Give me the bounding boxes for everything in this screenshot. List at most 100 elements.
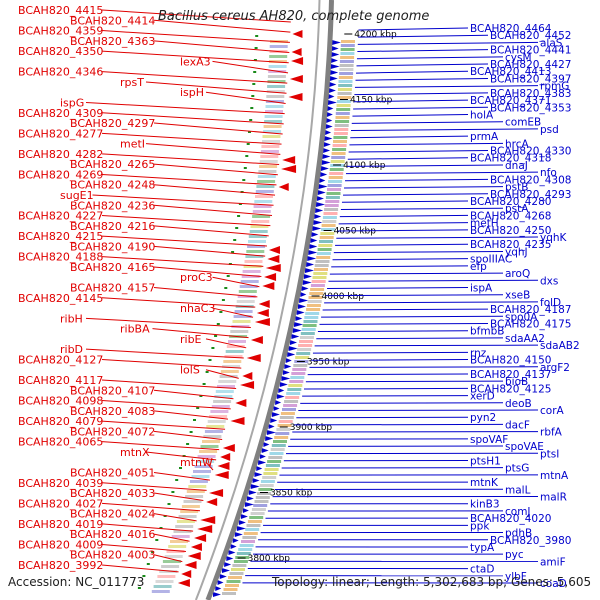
cog-band-segment (257, 492, 272, 495)
plus-strand-gene (330, 70, 339, 75)
gene-leader-minus (153, 163, 278, 176)
gene-label-plus: argF2 (540, 362, 570, 374)
gene-label-minus: BCAH820_4127 (18, 353, 103, 366)
gene-label-plus: rpmG (540, 81, 569, 93)
plus-strand-gene (327, 100, 337, 105)
cog-band-segment (321, 224, 336, 227)
cog-band-segment (171, 535, 190, 538)
cog-band-segment (267, 85, 286, 88)
gene-leader-minus (101, 9, 291, 23)
gene-leader-minus (153, 533, 190, 542)
plus-strand-gene (228, 550, 236, 555)
gene-label-plus: dnaJ (505, 160, 528, 172)
gene-label-minus: BCAH820_4033 (70, 487, 155, 500)
cog-band-segment (295, 356, 310, 359)
gene-label-plus: bfmbB (470, 326, 504, 338)
gene-label-plus: hrcA (505, 138, 530, 150)
gene-label-minus: BCAH820_4248 (70, 179, 155, 192)
gene-leader-minus (101, 441, 220, 451)
gene-label-plus: spoVAF (470, 434, 508, 446)
gene-label-plus: xseB (505, 290, 530, 302)
gene-leader-minus (101, 30, 290, 43)
cog-band-segment (296, 352, 311, 355)
gene-label-plus: coaD (540, 578, 567, 590)
gene-leader-plus (355, 77, 489, 81)
plus-strand-gene (324, 136, 333, 141)
gene-label-minus: BCAH820_4145 (18, 292, 103, 305)
gene-leader-minus (153, 287, 258, 298)
plus-strand-gene (295, 316, 303, 321)
cog-band-segment (228, 340, 246, 343)
cog-band-segment (302, 324, 317, 327)
cog-band-segment (222, 365, 241, 368)
green-tick (159, 527, 163, 529)
green-tick (142, 575, 146, 577)
plus-strand-gene (278, 388, 285, 393)
minus-strand-gene (187, 552, 201, 560)
cog-band-segment (333, 136, 348, 139)
cog-band-segment (286, 392, 301, 395)
gene-label-plus: ptsI (540, 448, 559, 460)
gene-leader-minus (212, 307, 254, 318)
cog-band-segment (321, 228, 335, 231)
minus-strand-gene (200, 516, 216, 524)
cog-band-segment (316, 256, 331, 259)
gene-label-minus: BCAH820_4051 (70, 467, 155, 480)
cog-band-segment (276, 428, 291, 431)
cog-band-segment (218, 380, 237, 383)
gene-leader-minus (101, 50, 289, 64)
gene-leader-minus (153, 513, 197, 522)
plus-strand-gene (316, 196, 324, 201)
green-tick (208, 359, 212, 361)
gene-label-minus: ribH (60, 312, 83, 325)
left-gene-labels: BCAH820_4415BCAH820_4414BCAH820_4359BCAH… (18, 4, 291, 573)
gene-label-minus: BCAH820_4414 (70, 14, 155, 27)
gene-label-minus: BCAH820_4003 (70, 549, 155, 562)
plus-strand-gene (215, 586, 222, 591)
cog-band-segment (338, 76, 353, 79)
cog-band-segment (219, 375, 238, 378)
cog-band-segment (255, 190, 274, 193)
scale-tick-label: 3950 kbp (307, 358, 350, 368)
gene-label-minus: BCAH820_4190 (70, 240, 155, 253)
gene-label-plus: malR (540, 492, 567, 504)
minus-strand-gene (258, 300, 270, 308)
gene-label-minus: BCAH820_4350 (18, 45, 103, 58)
genome-backbone-inner (194, 0, 321, 600)
gene-leader-minus (205, 91, 286, 104)
cog-band-segment (331, 152, 346, 155)
cog-band-segment (277, 424, 292, 427)
gene-leader-plus (343, 193, 489, 196)
plus-strand-gene (331, 58, 339, 63)
gene-label-plus: holA (470, 109, 494, 121)
gene-label-plus: dacF (505, 419, 530, 431)
cog-band-segment (244, 260, 263, 263)
gene-label-plus: prmA (470, 131, 499, 143)
cog-band-segment (314, 268, 328, 271)
green-tick (245, 155, 249, 157)
cog-band-segment (317, 248, 332, 251)
cog-band-segment (329, 172, 344, 175)
gene-leader-minus (85, 317, 251, 328)
cog-band-segment (248, 240, 266, 243)
gene-label-minus: BCAH820_4117 (18, 374, 103, 387)
cog-band-segment (322, 220, 337, 223)
cog-band-segment (288, 384, 303, 387)
cog-band-segment (271, 444, 286, 447)
cog-band-segment (264, 115, 283, 118)
gene-leader-plus (345, 171, 539, 175)
cog-band-segment (157, 575, 176, 578)
cog-band-segment (301, 328, 316, 331)
minus-strand-gene (265, 264, 281, 272)
cog-band-segment (236, 300, 255, 303)
gene-label-plus: spoIIIAC (470, 254, 512, 266)
gene-label-plus: sdaAB2 (540, 340, 580, 352)
plus-strand-gene (306, 262, 315, 267)
cog-band-segment (327, 188, 341, 191)
plus-strand-gene (279, 382, 288, 387)
cog-band-segment (290, 376, 305, 379)
gene-label-minus: BCAH820_4215 (18, 230, 103, 243)
plus-strand-gene (326, 112, 333, 117)
gene-label-minus: sugE1 (60, 189, 94, 202)
minus-strand-gene (254, 318, 270, 326)
